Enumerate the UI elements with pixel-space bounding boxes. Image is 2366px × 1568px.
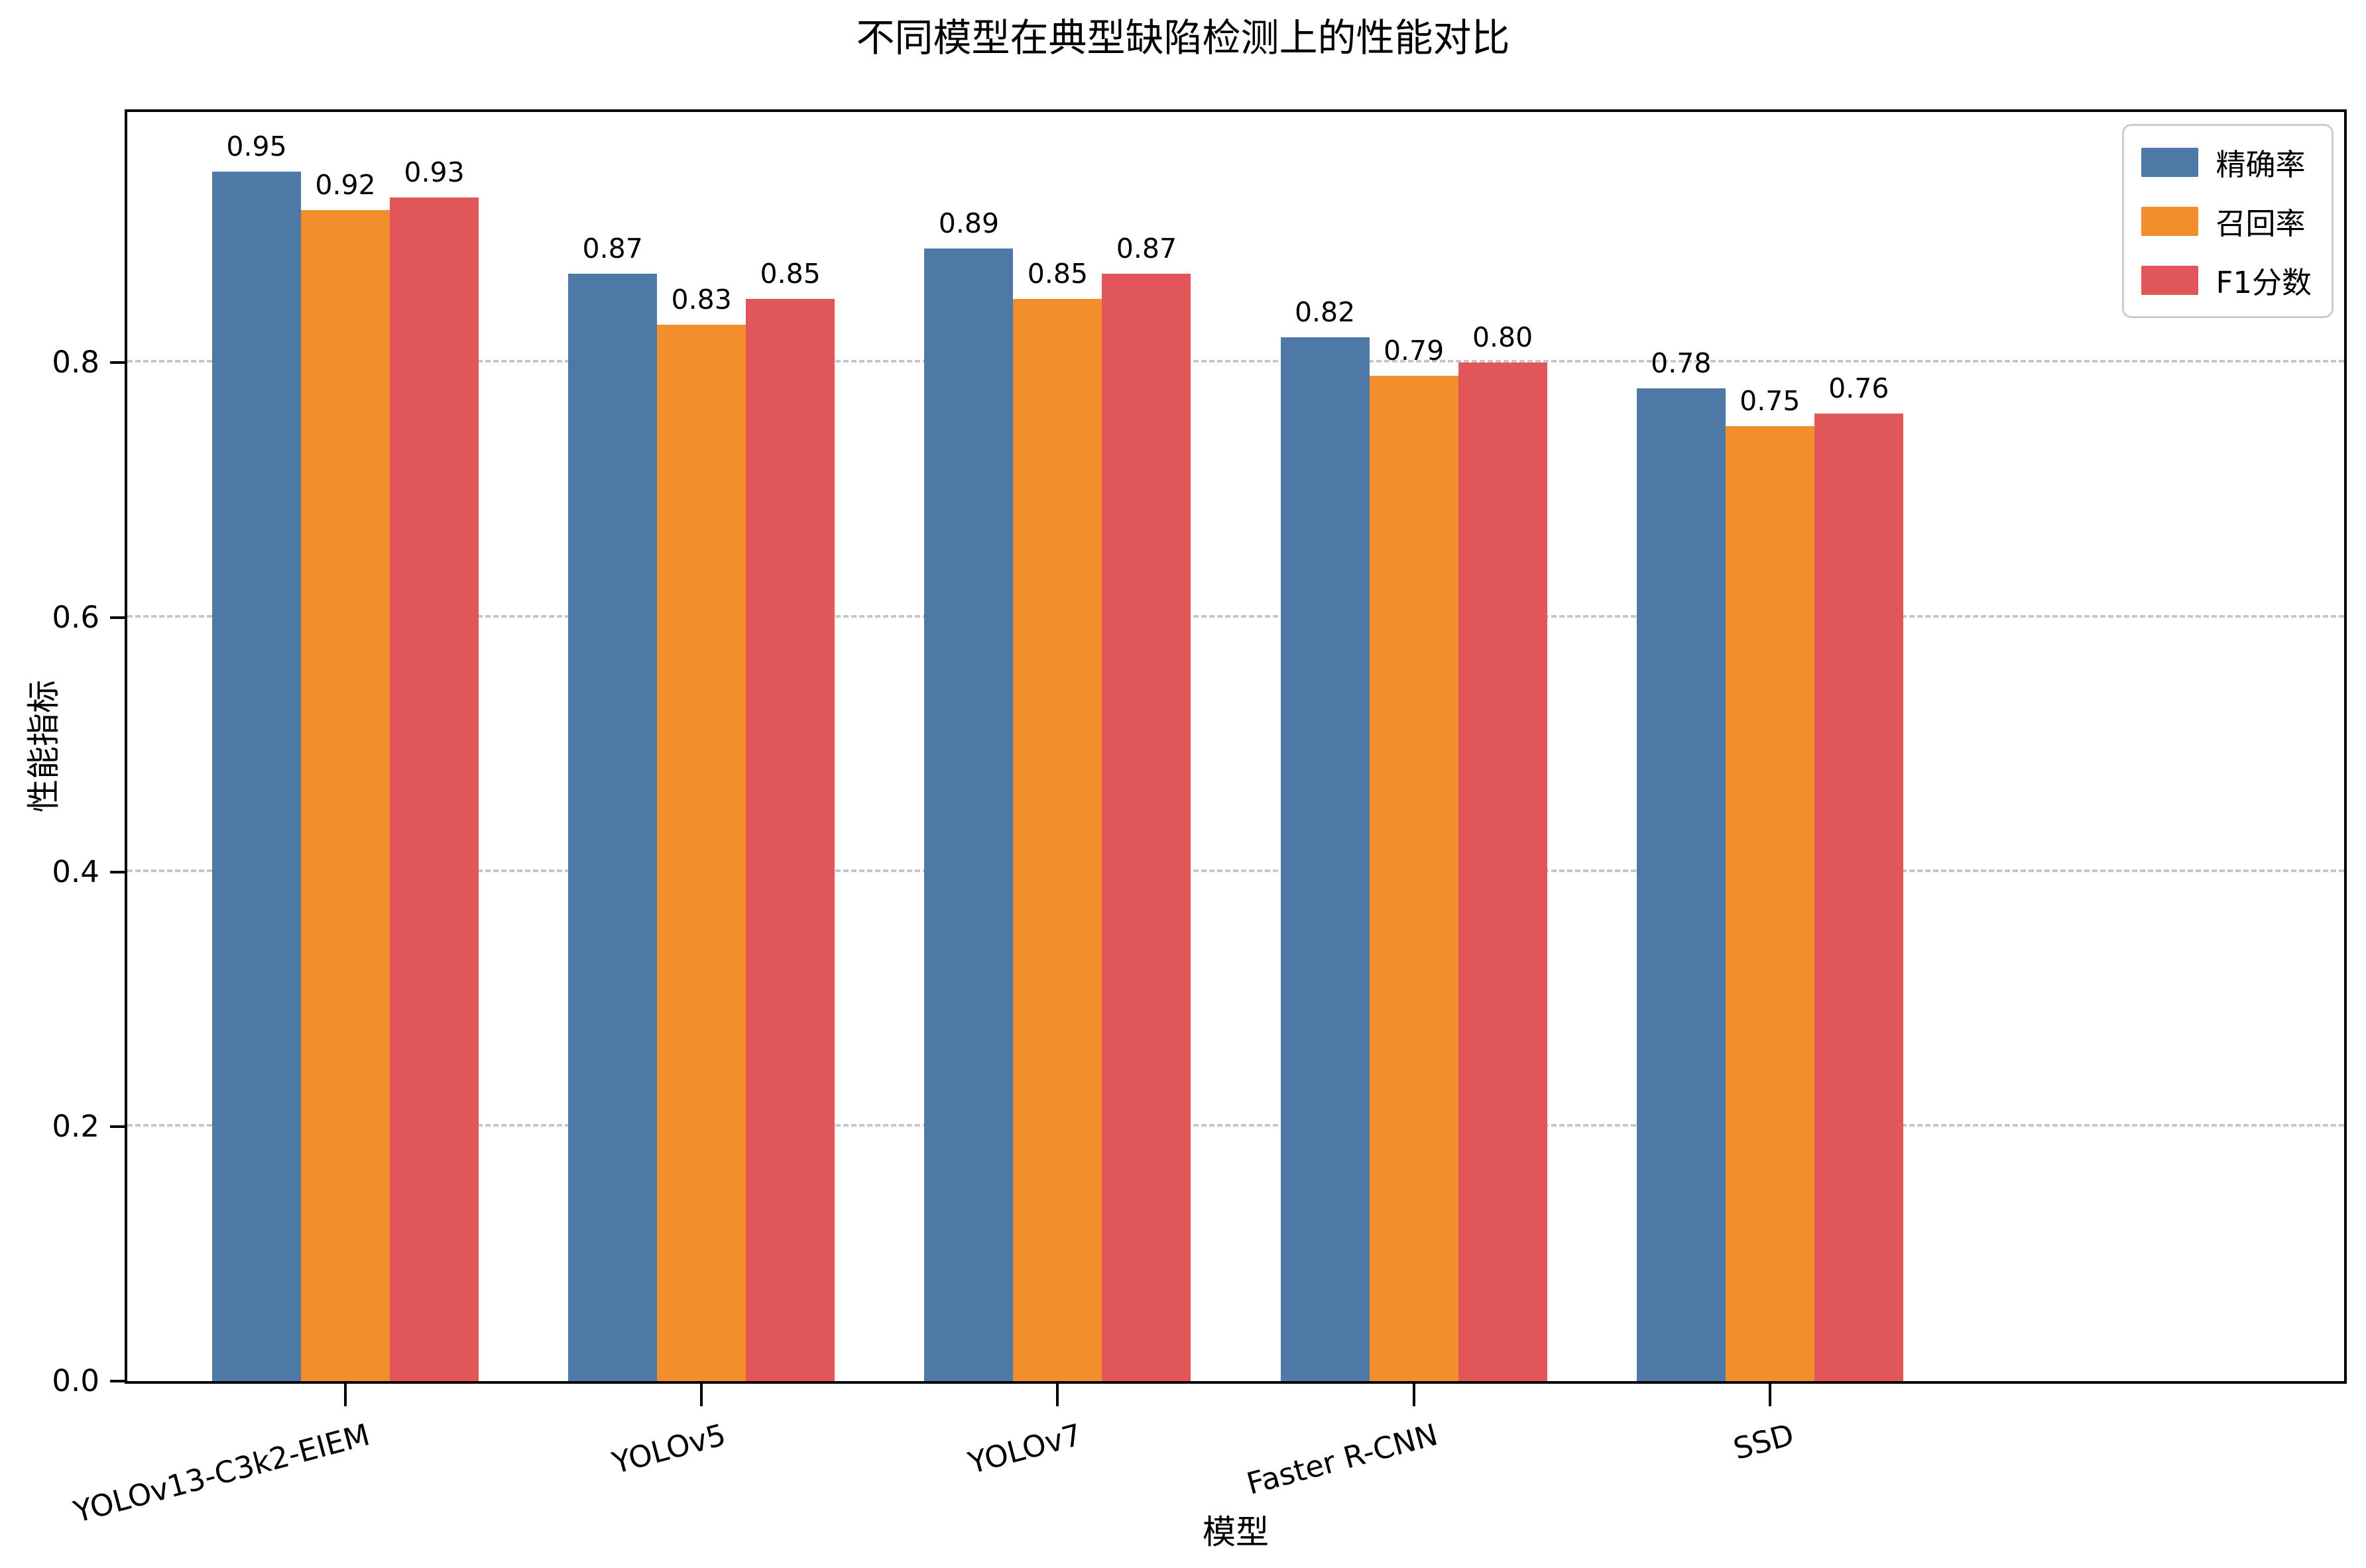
x-tick-mark bbox=[1412, 1384, 1415, 1406]
y-tick-mark bbox=[110, 1380, 125, 1382]
bar-f1-faster-r-cnn bbox=[1458, 363, 1547, 1381]
bar-recall-ssd bbox=[1725, 426, 1814, 1381]
x-tick-label-ssd: SSD bbox=[1730, 1417, 1798, 1467]
legend-item-precision: 精确率 bbox=[2141, 140, 2312, 184]
x-tick-label-faster-r-cnn: Faster R-CNN bbox=[1243, 1417, 1442, 1502]
bar-value-label: 0.87 bbox=[582, 232, 643, 264]
gridline-0.8 bbox=[127, 360, 2344, 363]
plot-inner: 0.95 0.92 0.93 0.87 0.83 0.85 0.89 0.85 0.87 0.82… bbox=[127, 112, 2344, 1381]
x-axis-label: 模型 bbox=[1203, 1513, 1269, 1551]
bar-value-label: 0.85 bbox=[760, 258, 821, 290]
legend-item-f1: F1分数 bbox=[2141, 258, 2312, 302]
x-tick-mark bbox=[1768, 1384, 1771, 1406]
x-tick-mark bbox=[700, 1384, 703, 1406]
bar-value-label: 0.76 bbox=[1828, 372, 1889, 405]
y-tick-label-0: 0.0 bbox=[52, 1363, 99, 1398]
bar-recall-faster-r-cnn bbox=[1369, 375, 1458, 1381]
y-axis-label: 性能指标 bbox=[25, 680, 63, 812]
plot-area: 0.95 0.92 0.93 0.87 0.83 0.85 0.89 0.85 0.87 0.82… bbox=[125, 109, 2347, 1384]
bar-value-label: 0.82 bbox=[1294, 296, 1356, 328]
legend-label-precision: 精确率 bbox=[2216, 147, 2306, 182]
bar-value-label: 0.95 bbox=[226, 131, 287, 163]
x-tick-mark bbox=[1056, 1384, 1059, 1406]
x-tick-label-yolov7: YOLOv7 bbox=[964, 1417, 1086, 1481]
y-tick-mark bbox=[110, 1125, 125, 1128]
bar-value-label: 0.93 bbox=[404, 156, 465, 188]
bar-value-label: 0.85 bbox=[1027, 258, 1089, 290]
x-tick-label-yolov5: YOLOv5 bbox=[608, 1417, 729, 1481]
bar-f1-ssd bbox=[1814, 414, 1903, 1381]
legend-item-recall: 召回率 bbox=[2141, 199, 2312, 243]
bar-precision-yolov5 bbox=[568, 273, 658, 1381]
bar-recall-yolov5 bbox=[657, 324, 746, 1381]
y-tick-label-0.4: 0.4 bbox=[52, 854, 99, 889]
bar-value-label: 0.75 bbox=[1740, 385, 1801, 418]
bar-value-label: 0.92 bbox=[315, 168, 376, 201]
y-tick-label-0.6: 0.6 bbox=[52, 599, 99, 635]
bar-value-label: 0.83 bbox=[671, 283, 732, 315]
legend-swatch-recall bbox=[2141, 206, 2199, 236]
legend-swatch-precision bbox=[2141, 147, 2199, 177]
bar-f1-yolov5 bbox=[746, 299, 835, 1381]
bar-value-label: 0.79 bbox=[1383, 334, 1445, 366]
y-tick-label-0.2: 0.2 bbox=[52, 1108, 99, 1144]
bar-precision-faster-r-cnn bbox=[1280, 337, 1370, 1381]
bar-value-label: 0.89 bbox=[938, 207, 1000, 239]
bar-value-label: 0.80 bbox=[1472, 321, 1533, 354]
y-tick-mark bbox=[110, 870, 125, 873]
legend-label-recall: 召回率 bbox=[2216, 206, 2306, 241]
bar-value-label: 0.78 bbox=[1651, 347, 1712, 379]
y-tick-label-0.8: 0.8 bbox=[52, 345, 99, 380]
y-tick-mark bbox=[110, 361, 125, 364]
bar-recall-yolov7 bbox=[1013, 299, 1102, 1381]
bar-f1-yolov13-c3k2-eiem bbox=[390, 197, 479, 1381]
legend-label-f1: F1分数 bbox=[2216, 265, 2312, 300]
gridline-0.2 bbox=[127, 1123, 2344, 1127]
y-tick-mark bbox=[110, 616, 125, 619]
bar-precision-ssd bbox=[1636, 388, 1726, 1381]
bar-value-label: 0.87 bbox=[1116, 232, 1177, 264]
bar-precision-yolov7 bbox=[924, 248, 1014, 1381]
x-tick-mark bbox=[344, 1384, 347, 1406]
legend-swatch-f1 bbox=[2141, 265, 2199, 295]
legend: 精确率召回率 F1分数 bbox=[2122, 124, 2334, 318]
gridline-0.6 bbox=[127, 614, 2344, 618]
chart-title: 不同模型在典型缺陷检测上的性能对比 bbox=[856, 15, 1510, 60]
bar-precision-yolov13-c3k2-eiem bbox=[212, 172, 302, 1381]
gridline-0.4 bbox=[127, 869, 2344, 872]
bar-f1-yolov7 bbox=[1102, 273, 1191, 1381]
bar-recall-yolov13-c3k2-eiem bbox=[301, 209, 390, 1381]
